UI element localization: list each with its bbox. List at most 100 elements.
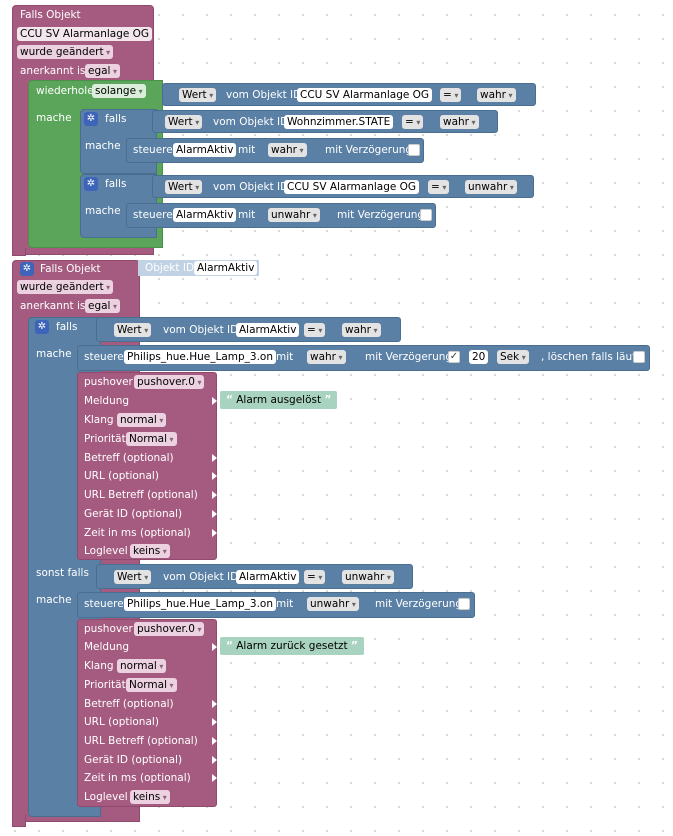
ack-dropdown[interactable]: egal [85,299,121,313]
operator-dropdown[interactable]: = [440,88,462,102]
loglevel-dropdown[interactable]: keins [130,790,170,804]
operator-dropdown[interactable]: = [304,570,326,584]
condition-value-dropdown[interactable]: unwahr [465,180,517,194]
sound-dropdown[interactable]: normal [117,413,167,427]
trigger-title: Falls Objekt [20,9,81,21]
control-value-dropdown[interactable]: unwahr [268,208,320,222]
operator-dropdown[interactable]: = [304,323,326,337]
pushover-block-1[interactable] [77,372,217,560]
trigger-change-dropdown[interactable]: wurde geändert [17,45,114,59]
condition-object-field[interactable]: AlarmAktiv [236,323,300,337]
if-label: falls [105,178,127,190]
input-connector-icon [212,756,217,764]
control-value-dropdown[interactable]: wahr [268,143,307,157]
condition-object-field[interactable]: AlarmAktiv [236,570,300,584]
delay-checkbox[interactable] [420,209,432,221]
message-text-block[interactable]: “ Alarm zurück gesetzt ” [220,637,364,655]
gear-icon[interactable]: ✲ [84,112,98,126]
loglevel-dropdown[interactable]: keins [130,544,170,558]
else-if-label: sonst falls [36,567,89,579]
sound-label: Klang [84,660,114,672]
operator-dropdown[interactable]: = [428,180,450,194]
control-block[interactable] [77,345,650,371]
condition-value-dropdown[interactable]: wahr [440,115,479,129]
control-value-dropdown[interactable]: unwahr [307,597,359,611]
condition-value-dropdown[interactable]: unwahr [342,570,394,584]
subject-label: Betreff (optional) [84,698,174,710]
from-object-label: vom Objekt ID [226,89,302,101]
time-label: Zeit in ms (optional) [84,772,191,784]
input-connector-icon [212,718,217,726]
if-label: falls [56,321,78,333]
message-text[interactable]: Alarm zurück gesetzt [236,640,348,652]
message-label: Meldung [84,395,130,407]
gear-icon[interactable]: ✲ [35,320,49,334]
operator-dropdown[interactable]: = [402,115,424,129]
value-dropdown[interactable]: Wert [165,180,203,194]
condition-object-field[interactable]: CCU SV Alarmanlage OG [297,88,433,102]
input-connector-icon [212,529,217,537]
control-label: steuere [84,598,124,610]
clear-running-checkbox[interactable] [633,351,645,363]
from-object-label: vom Objekt ID [163,571,239,583]
if-do-label: mache [85,140,121,152]
delay-label: mit Verzögerung [325,144,413,156]
message-text-block[interactable]: “ Alarm ausgelöst ” [220,391,338,409]
value-dropdown[interactable]: Wert [179,88,217,102]
if-do-label: mache [85,205,121,217]
time-label: Zeit in ms (optional) [84,527,191,539]
delay-label: mit Verzögerung [337,209,425,221]
ack-label: anerkannt ist [20,300,90,312]
control-object-field[interactable]: Philips_hue.Hue_Lamp_3.on [124,350,277,364]
value-dropdown[interactable]: Wert [114,570,152,584]
gear-icon[interactable]: ✲ [84,177,98,191]
control-label: steuere [133,144,173,156]
from-object-label: vom Objekt ID [163,324,239,336]
if-do-label: mache [36,348,72,360]
delay-input[interactable]: 20 [469,350,489,364]
sound-dropdown[interactable]: normal [117,659,167,673]
trigger-title: Falls Objekt [40,263,101,275]
input-connector-icon [212,397,217,405]
message-label: Meldung [84,641,130,653]
pushover-block-2[interactable] [77,619,217,807]
pushover-label: pushover [84,623,133,635]
trigger-object-field[interactable]: AlarmAktiv [194,261,258,275]
trigger-object-field[interactable]: CCU SV Alarmanlage OG [17,27,153,41]
while-mode-dropdown[interactable]: solange [92,84,146,98]
input-connector-icon [212,454,217,462]
value-dropdown[interactable]: Wert [165,115,203,129]
loglevel-label: Loglevel [84,791,128,803]
priority-label: Priorität [84,433,126,445]
condition-object-field[interactable]: CCU SV Alarmanlage OG [284,180,420,194]
delay-label: mit Verzögerung [365,351,453,363]
pushover-instance-dropdown[interactable]: pushover.0 [134,375,205,389]
value-dropdown[interactable]: Wert [114,323,152,337]
with-label: mit [276,351,294,363]
delay-checkbox[interactable] [408,144,420,156]
sound-label: Klang [84,414,114,426]
input-connector-icon [212,643,217,651]
condition-object-field[interactable]: Wohnzimmer.STATE [284,115,394,129]
delay-checkbox[interactable]: ✓ [448,351,460,363]
control-object-field[interactable]: Philips_hue.Hue_Lamp_3.on [124,597,277,611]
loglevel-label: Loglevel [84,545,128,557]
delay-checkbox[interactable] [458,598,470,610]
message-text[interactable]: Alarm ausgelöst [236,394,322,406]
control-object-field[interactable]: AlarmAktiv [173,143,237,157]
gear-icon[interactable]: ✲ [20,262,34,276]
ack-dropdown[interactable]: egal [85,64,121,78]
condition-value-dropdown[interactable]: wahr [477,88,516,102]
ack-label: anerkannt ist [20,65,90,77]
delay-unit-dropdown[interactable]: Sek [497,350,529,364]
control-value-dropdown[interactable]: wahr [307,350,346,364]
device-label: Gerät ID (optional) [84,508,183,520]
priority-dropdown[interactable]: Normal [126,432,177,446]
input-connector-icon [212,510,217,518]
trigger-change-dropdown[interactable]: wurde geändert [17,280,114,294]
control-object-field[interactable]: AlarmAktiv [173,208,237,222]
priority-dropdown[interactable]: Normal [126,678,177,692]
condition-value-dropdown[interactable]: wahr [342,323,381,337]
input-connector-icon [212,472,217,480]
pushover-instance-dropdown[interactable]: pushover.0 [134,622,205,636]
